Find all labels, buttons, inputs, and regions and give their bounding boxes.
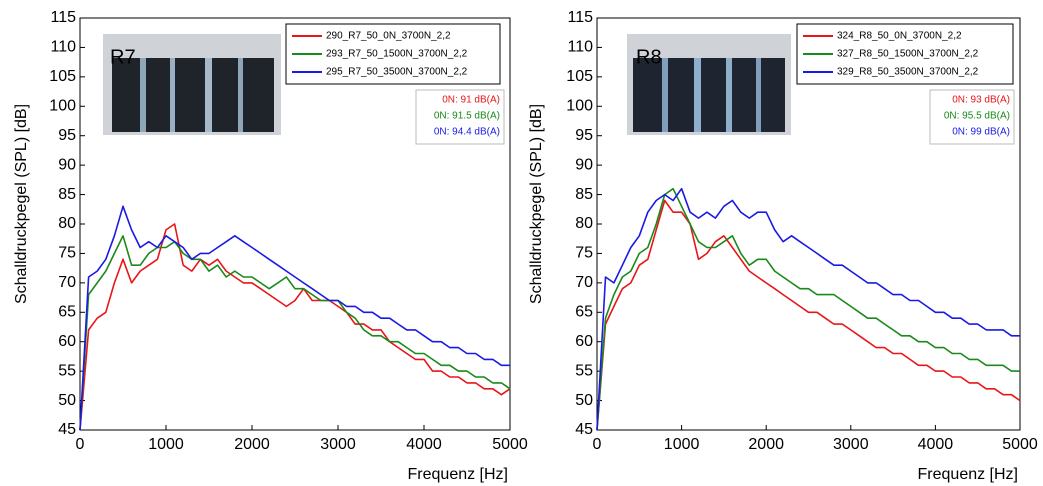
annotation: 0N: 91 dB(A) — [442, 95, 500, 106]
x-tick-label: 1000 — [664, 436, 700, 453]
y-tick-label: 55 — [575, 362, 593, 379]
legend-box — [796, 23, 1014, 85]
y-axis-label: Schalldruckpegel (SPL) [dB] — [13, 104, 30, 304]
series-line — [596, 187, 1020, 431]
y-tick-label: 50 — [575, 392, 593, 409]
x-tick-label: 3000 — [833, 436, 869, 453]
annotation: 0N: 99 dB(A) — [952, 127, 1010, 138]
y-tick-label: 70 — [575, 274, 593, 291]
legend-label: 293_R7_50_1500N_3700N_2,2 — [326, 49, 468, 60]
x-tick-label: 3000 — [320, 436, 356, 453]
legend-label: 295_R7_50_3500N_3700N_2,2 — [326, 67, 468, 78]
x-tick-label: 1000 — [148, 436, 184, 453]
annotation: 0N: 94.4 dB(A) — [434, 127, 500, 138]
legend-label: 329_R8_50_3500N_3700N_2,2 — [837, 67, 979, 78]
y-tick-label: 80 — [58, 215, 76, 232]
x-tick-label: 4000 — [406, 436, 442, 453]
y-tick-label: 110 — [50, 39, 76, 56]
y-tick-label: 115 — [567, 9, 593, 26]
image-label: R8 — [636, 46, 662, 68]
y-tick-label: 75 — [575, 245, 593, 262]
annotation: 0N: 95.5 dB(A) — [944, 111, 1010, 122]
y-tick-label: 65 — [575, 304, 593, 321]
y-tick-label: 60 — [58, 333, 76, 350]
x-tick-label: 0 — [593, 436, 602, 453]
image-label: R7 — [110, 46, 136, 68]
series-line — [79, 223, 511, 431]
series-line — [79, 235, 511, 431]
y-tick-label: 55 — [58, 362, 76, 379]
series-line — [596, 187, 1020, 431]
y-tick-label: 45 — [575, 421, 593, 438]
annotation: 0N: 91.5 dB(A) — [434, 111, 500, 122]
y-tick-label: 75 — [58, 245, 76, 262]
y-tick-label: 100 — [566, 98, 593, 115]
x-tick-label: 5000 — [492, 436, 528, 453]
y-tick-label: 95 — [575, 127, 593, 144]
y-tick-label: 100 — [49, 98, 76, 115]
annotation-box — [415, 89, 505, 145]
y-tick-label: 45 — [58, 421, 76, 438]
y-axis-label: Schalldruckpegel (SPL) [dB] — [528, 104, 545, 304]
legend-label: 324_R8_50_0N_3700N_2,2 — [837, 31, 962, 42]
y-tick-label: 115 — [50, 9, 76, 26]
tyre-image: R8 — [627, 34, 791, 135]
y-tick-label: 110 — [567, 39, 593, 56]
y-tick-label: 70 — [58, 274, 76, 291]
x-tick-label: 2000 — [748, 436, 784, 453]
y-tick-label: 90 — [575, 156, 593, 173]
y-tick-label: 85 — [58, 186, 76, 203]
x-tick-label: 2000 — [234, 436, 270, 453]
y-tick-label: 105 — [49, 68, 76, 85]
series-line — [79, 205, 510, 431]
y-tick-label: 105 — [566, 68, 593, 85]
y-tick-label: 90 — [58, 156, 76, 173]
x-tick-label: 5000 — [1002, 436, 1038, 453]
y-tick-label: 85 — [575, 186, 593, 203]
tyre-image: R7 — [103, 34, 281, 135]
x-tick-label: 4000 — [918, 436, 954, 453]
x-axis-label: Frequenz [Hz] — [408, 466, 508, 483]
legend-label: 327_R8_50_1500N_3700N_2,2 — [837, 49, 979, 60]
series-line — [596, 199, 1021, 431]
y-tick-label: 65 — [58, 304, 76, 321]
plot: 45 50 55 60 65 70 75 80 85 90 95 100 105 110 115 0 1000 2… — [528, 9, 1038, 483]
annotation-box — [929, 89, 1015, 145]
y-tick-label: 95 — [58, 127, 76, 144]
annotation: 0N: 93 dB(A) — [952, 95, 1010, 106]
y-tick-label: 60 — [575, 333, 593, 350]
x-axis-label: Frequenz [Hz] — [918, 466, 1018, 483]
x-tick-label: 0 — [76, 436, 85, 453]
legend-label: 290_R7_50_0N_3700N_2,2 — [326, 31, 451, 42]
y-tick-label: 50 — [58, 392, 76, 409]
plot: 45 50 55 60 65 70 75 80 85 90 95 100 105 110 115 0 1000 2… — [13, 9, 528, 483]
y-tick-label: 80 — [575, 215, 593, 232]
